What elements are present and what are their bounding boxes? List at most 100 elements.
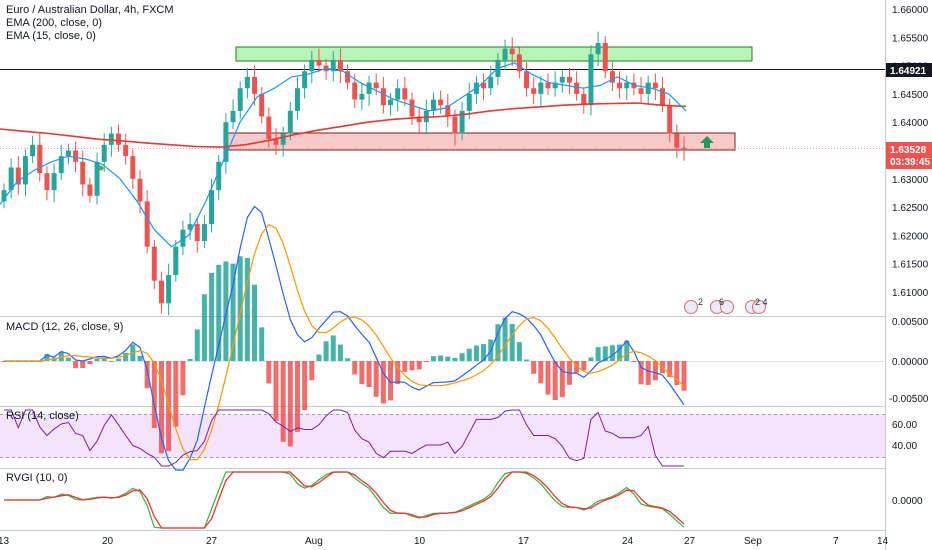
date-label: 27 (206, 536, 218, 547)
macd-histogram-bar (452, 357, 458, 361)
macd-line (4, 205, 685, 471)
macd-histogram-bar (380, 361, 386, 404)
candle-down (638, 88, 644, 94)
candle-up (223, 122, 229, 162)
candle-up (187, 224, 193, 230)
macd-histogram-bar (545, 361, 551, 395)
candle-up (65, 150, 71, 157)
macd-histogram-bar (438, 355, 444, 361)
macd-histogram-bar (123, 352, 129, 361)
candle-down (409, 99, 415, 117)
candle-down (416, 116, 422, 123)
economic-event-icon[interactable] (752, 300, 766, 314)
rsi-band (0, 414, 885, 458)
candle-down (345, 71, 351, 83)
ema15-legend[interactable]: EMA (15, close, 0) (6, 30, 96, 42)
ema200-line (0, 102, 687, 148)
rvgi-legend[interactable]: RVGI (10, 0) (6, 472, 68, 484)
macd-histogram-bar (345, 358, 351, 361)
candle-down (80, 161, 86, 185)
macd-legend[interactable]: MACD (12, 26, close, 9) (6, 321, 124, 333)
support-zone[interactable] (225, 132, 736, 151)
macd-histogram-bar (416, 361, 422, 370)
main-legend: Euro / Australian Dollar, 4h, FXCM EMA (… (6, 4, 174, 43)
macd-histogram-bar (194, 329, 200, 361)
date-label: 17 (518, 536, 530, 547)
macd-histogram-bar (430, 356, 436, 361)
price-tick-label: 1.66000 (892, 5, 929, 16)
economic-event-icon[interactable] (684, 300, 698, 314)
macd-histogram-bar (302, 361, 308, 411)
candle-up (466, 93, 472, 111)
candle-down (545, 82, 551, 89)
macd-tick-zero: 0.00000 (892, 357, 929, 368)
rsi-tick-60: 60.00 (892, 420, 917, 431)
candle-up (302, 71, 308, 89)
macd-histogram-bar (674, 361, 680, 386)
candle-up (395, 88, 401, 100)
candle-down (123, 144, 129, 157)
candle-down (15, 167, 21, 185)
candle-down (194, 224, 200, 242)
date-label: 27 (684, 536, 696, 547)
event-count: 6 (719, 297, 725, 307)
candle-up (216, 161, 222, 191)
macd-histogram-bar (223, 261, 229, 361)
macd-histogram-bar (395, 361, 401, 385)
macd-histogram-bar (108, 360, 114, 362)
macd-histogram-bar (423, 361, 429, 363)
candle-down (574, 82, 580, 94)
macd-histogram-bar (80, 361, 86, 368)
candle-up (58, 156, 64, 174)
svg-text:1.64921: 1.64921 (890, 66, 927, 77)
candle-down (380, 88, 386, 106)
macd-histogram-bar (151, 361, 157, 429)
rsi-tick-40: 40.00 (892, 441, 917, 452)
price-tick-label: 1.61500 (892, 260, 929, 271)
candle-down (681, 147, 687, 149)
candle-down (445, 105, 451, 117)
macd-histogram-bar (631, 361, 637, 362)
candle-down (667, 105, 673, 134)
date-label: 7 (833, 536, 839, 547)
candle-down (73, 150, 79, 162)
macd-histogram-bar (201, 294, 207, 361)
price-tick-label: 1.62500 (892, 203, 929, 214)
candle-up (430, 99, 436, 111)
candle-down (516, 54, 522, 72)
candle-up (101, 144, 107, 162)
candle-down (617, 82, 623, 89)
candle-down (524, 71, 530, 89)
chart-title[interactable]: Euro / Australian Dollar, 4h, FXCM (6, 4, 174, 16)
macd-histogram-bar (509, 324, 515, 361)
up-arrow-icon[interactable] (700, 136, 714, 148)
candle-down (151, 246, 157, 281)
candle-up (287, 110, 293, 134)
ema200-legend[interactable]: EMA (200, close, 0) (6, 17, 102, 29)
macd-histogram-bar (645, 361, 651, 385)
candle-down (452, 116, 458, 134)
candle-up (201, 224, 207, 242)
macd-histogram-bar (266, 361, 272, 384)
macd-histogram-bar (602, 346, 608, 361)
price-tick-label: 1.64500 (892, 90, 929, 101)
resistance-zone[interactable] (235, 46, 753, 62)
macd-histogram-bar (294, 361, 300, 432)
candle-up (8, 167, 14, 191)
macd-histogram-bar (531, 361, 537, 374)
macd-histogram-bar (402, 361, 408, 372)
economic-event-icon[interactable] (720, 300, 734, 314)
rsi-legend[interactable]: RSI (14, close) (6, 410, 79, 422)
ema15-line (0, 62, 687, 248)
macd-histogram-bar (187, 358, 193, 361)
macd-histogram-bar (87, 361, 93, 365)
date-axis[interactable]: 13 20 27 Aug 10 17 24 27 Sep 7 14 (0, 536, 889, 547)
candle-up (488, 76, 494, 89)
candle-up (108, 133, 114, 145)
macd-histogram-bar (101, 357, 107, 361)
candle-up (595, 42, 601, 55)
macd-histogram-bar (552, 361, 558, 401)
candle-down (116, 133, 122, 145)
candle-down (438, 99, 444, 106)
